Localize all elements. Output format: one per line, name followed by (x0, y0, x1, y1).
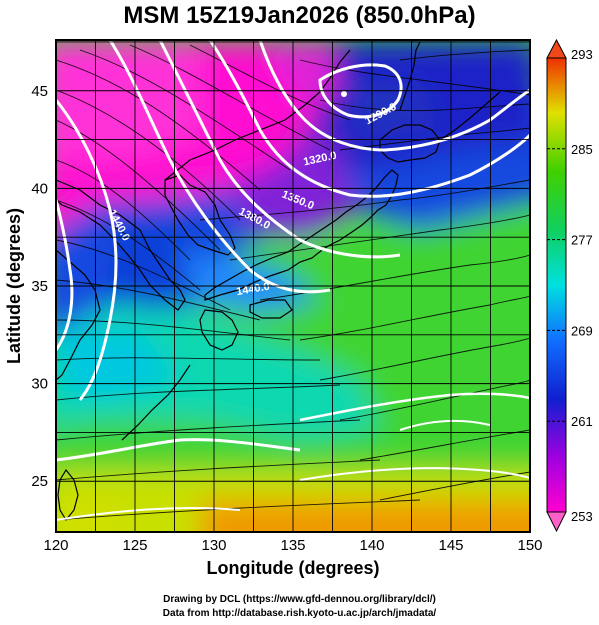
plot-grid (55, 39, 531, 533)
x-tick-label: 125 (122, 537, 147, 554)
colorbar: 293 285 277 269 261 253 (546, 38, 593, 533)
y-tick-label: 45 (31, 83, 48, 100)
colorbar-tick-label: 277 (571, 233, 593, 248)
height-contours (56, 40, 530, 521)
x-axis-label: Longitude (degrees) (206, 558, 379, 578)
x-tick-label: 140 (359, 537, 384, 554)
x-axis-ticks: 120 125 130 135 140 145 150 (43, 537, 542, 554)
low-center-marker (341, 91, 347, 97)
map-title: MSM 15Z19Jan2026 (850.0hPa) (123, 2, 476, 29)
colorbar-tick-label: 269 (571, 323, 593, 338)
credit-data: Data from http://database.rish.kyoto-u.a… (162, 608, 437, 619)
x-tick-label: 130 (201, 537, 226, 554)
wind-streamlines (56, 44, 530, 521)
colorbar-tick-label: 253 (571, 509, 593, 524)
y-tick-label: 25 (31, 473, 48, 490)
colorbar-tick-label: 293 (571, 47, 593, 62)
temperature-field (56, 40, 530, 532)
y-tick-label: 40 (31, 180, 48, 197)
y-axis-label: Latitude (degrees) (4, 208, 24, 364)
x-tick-label: 150 (517, 537, 542, 554)
y-tick-label: 30 (31, 376, 48, 393)
colorbar-tick-label: 285 (571, 142, 593, 157)
y-tick-label: 35 (31, 278, 48, 295)
colorbar-min-arrow (546, 511, 567, 533)
x-tick-label: 135 (280, 537, 305, 554)
colorbar-max-arrow (546, 38, 567, 59)
x-tick-label: 120 (43, 537, 68, 554)
contour-label: 1440.0 (235, 281, 270, 299)
credit-drawing: Drawing by DCL (https://www.gfd-dennou.o… (163, 594, 436, 605)
y-axis-ticks: 25 30 35 40 45 (31, 83, 48, 490)
colorbar-ramp (546, 57, 567, 513)
x-tick-label: 145 (438, 537, 463, 554)
colorbar-tick-label: 261 (571, 414, 593, 429)
